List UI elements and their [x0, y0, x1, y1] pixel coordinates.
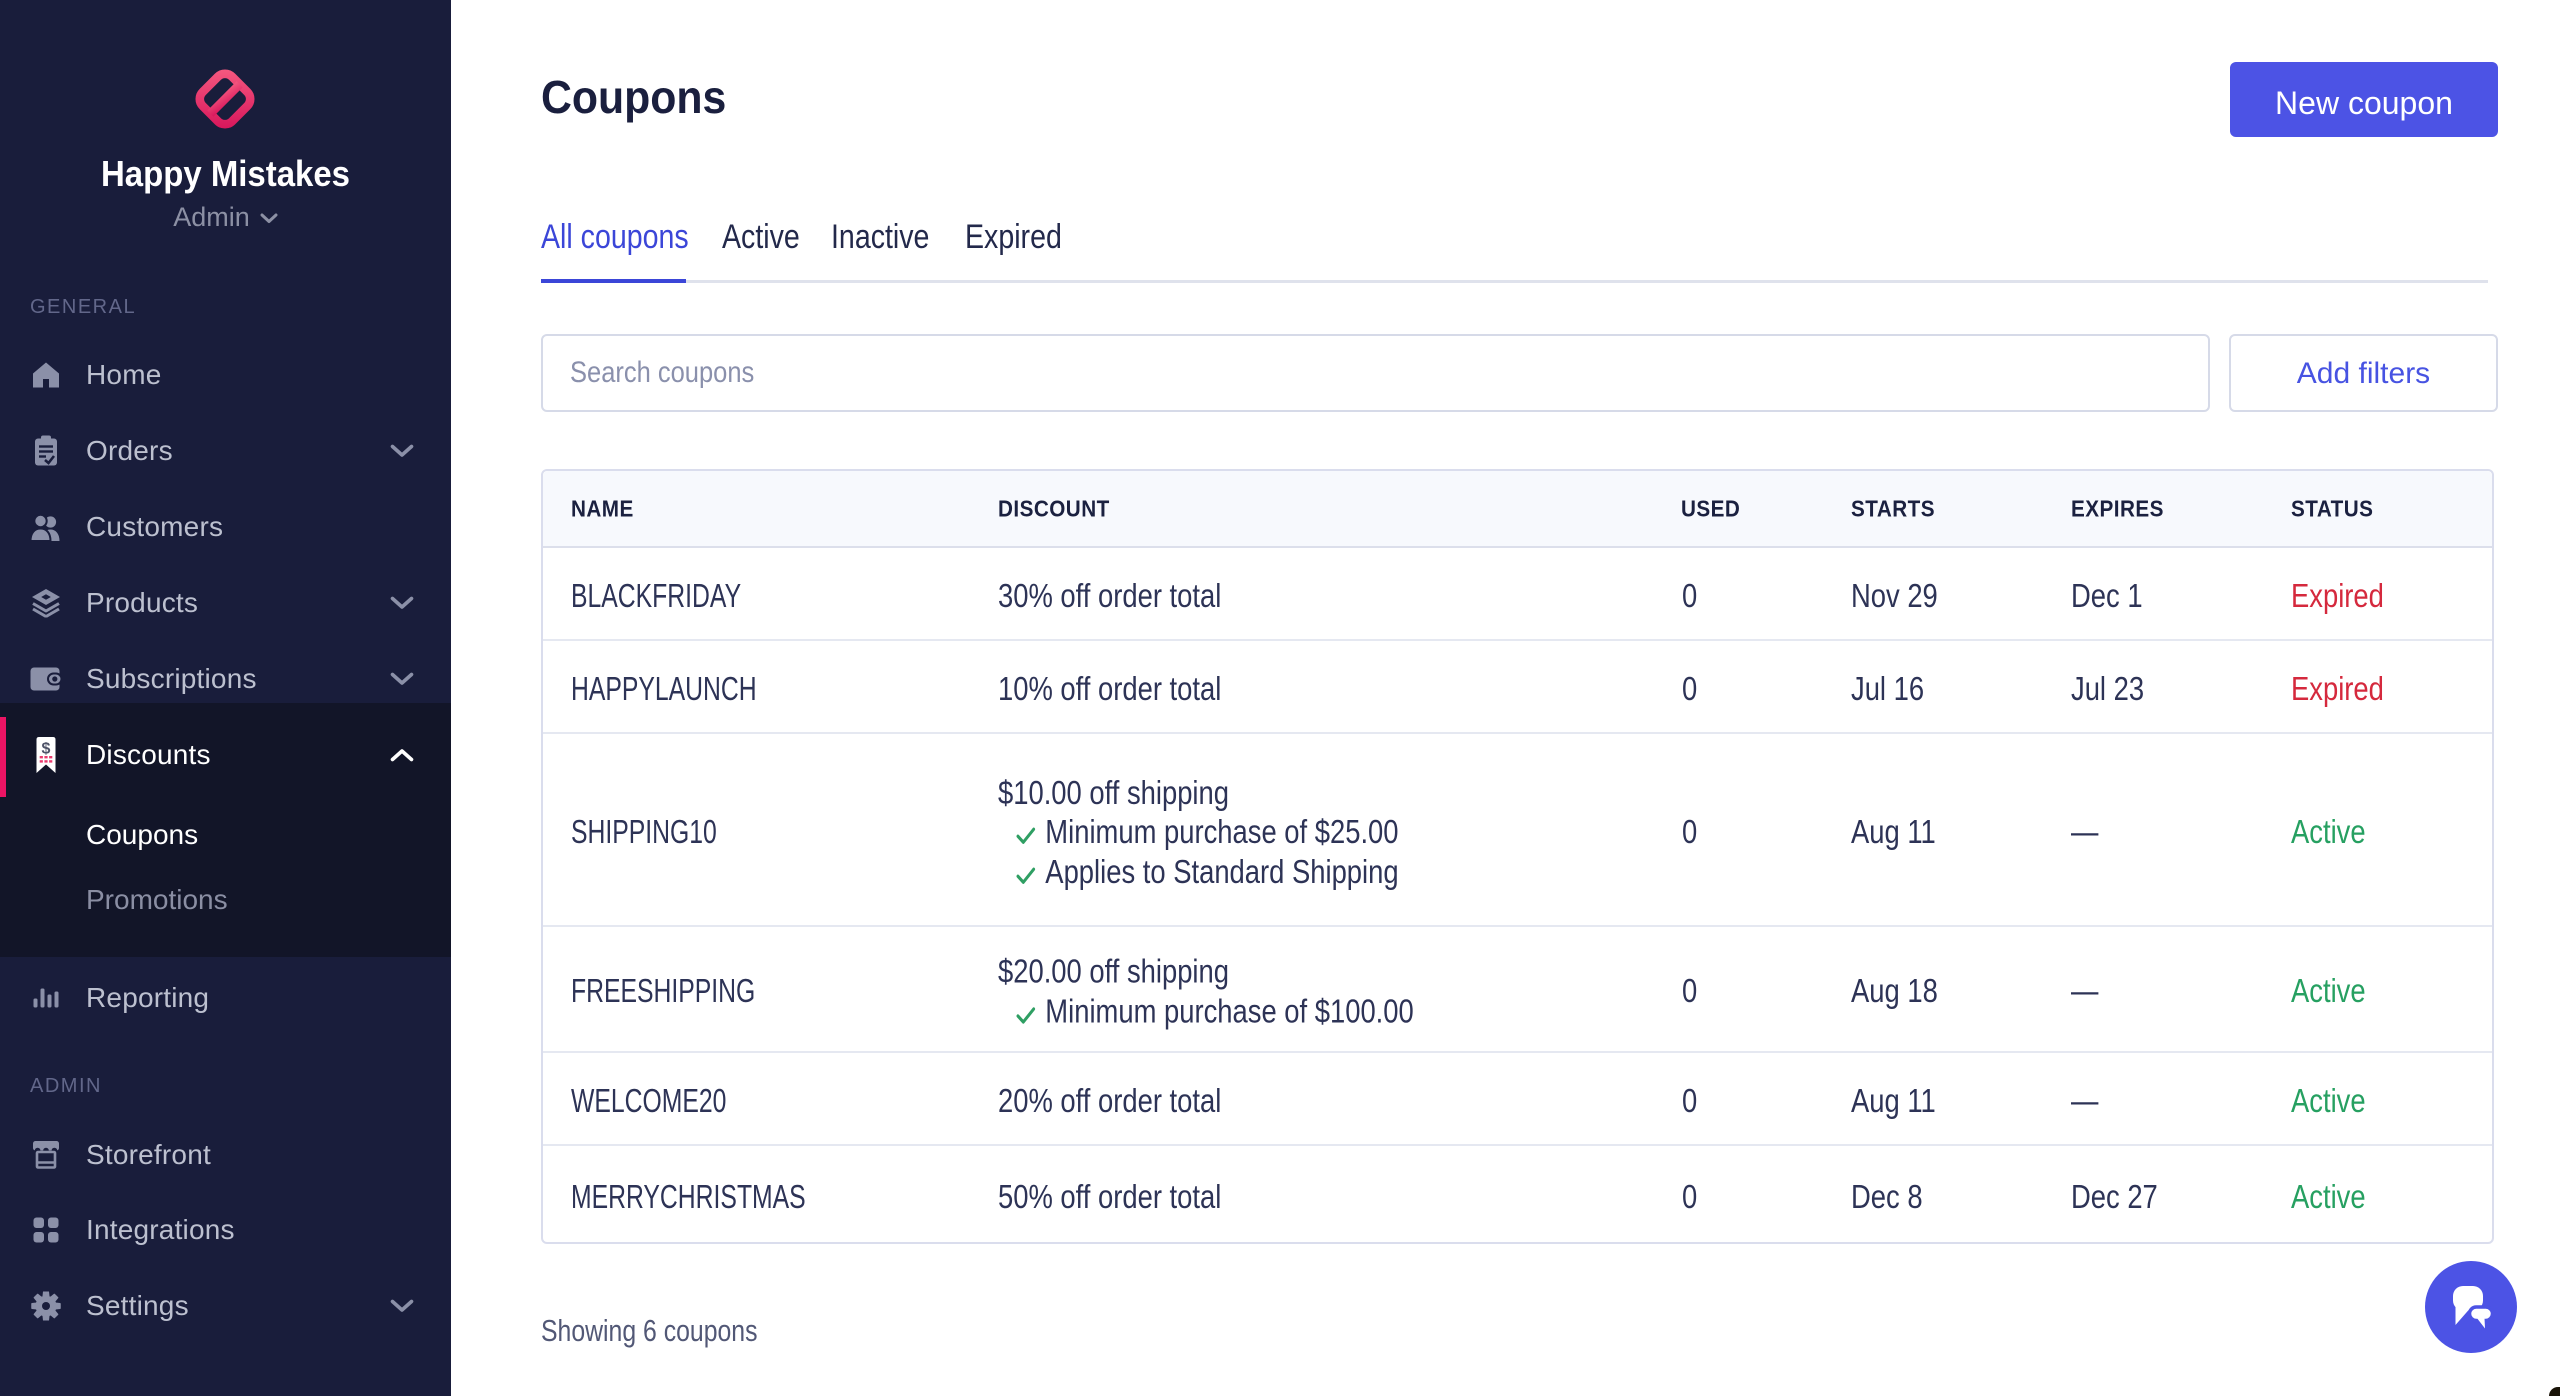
svg-text:$: $: [42, 741, 51, 758]
